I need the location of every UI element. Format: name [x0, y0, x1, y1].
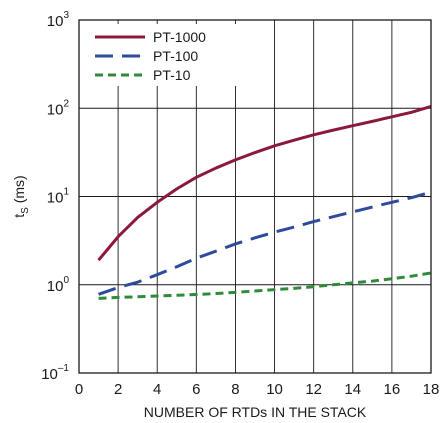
y-axis-title-unit: (ms) — [11, 175, 27, 207]
x-tick-label: 14 — [344, 381, 361, 398]
y-tick-label: 100 — [47, 275, 70, 295]
x-tick-label: 4 — [153, 381, 161, 398]
y-tick-label: 103 — [47, 10, 70, 30]
series-line-pt-10 — [98, 271, 432, 300]
x-tick-label: 0 — [75, 381, 83, 398]
y-axis-title: tS (ms) — [11, 175, 31, 217]
series-line-pt-1000 — [97, 104, 432, 262]
legend-label-pt-1000: PT-1000 — [153, 29, 206, 45]
legend-label-pt-100: PT-100 — [153, 48, 198, 64]
y-tick-label: 102 — [47, 98, 70, 118]
y-axis-title-base: t — [11, 214, 27, 218]
series-lines — [97, 104, 432, 300]
y-tick-label: 101 — [47, 187, 70, 207]
x-tick-label: 18 — [423, 381, 440, 398]
legend-label-pt-10: PT-10 — [153, 67, 191, 83]
plot-frame — [78, 19, 432, 374]
x-tick-label: 2 — [114, 381, 122, 398]
x-tick-label: 10 — [266, 381, 283, 398]
y-axis-title-subscript: S — [20, 207, 31, 214]
x-tick-label: 16 — [384, 381, 401, 398]
x-axis-title: NUMBER OF RTDs IN THE STACK — [144, 404, 367, 420]
y-tick-label: 10–1 — [41, 363, 69, 383]
legend: PT-1000 PT-100 PT-10 — [83, 24, 237, 86]
tick-labels: 0 2 4 6 8 10 12 14 16 18 103 102 101 100 10–1 — [41, 10, 439, 398]
x-tick-label: 12 — [305, 381, 322, 398]
series-line-pt-100 — [98, 190, 432, 296]
x-tick-label: 6 — [192, 381, 200, 398]
x-tick-label: 8 — [231, 381, 239, 398]
